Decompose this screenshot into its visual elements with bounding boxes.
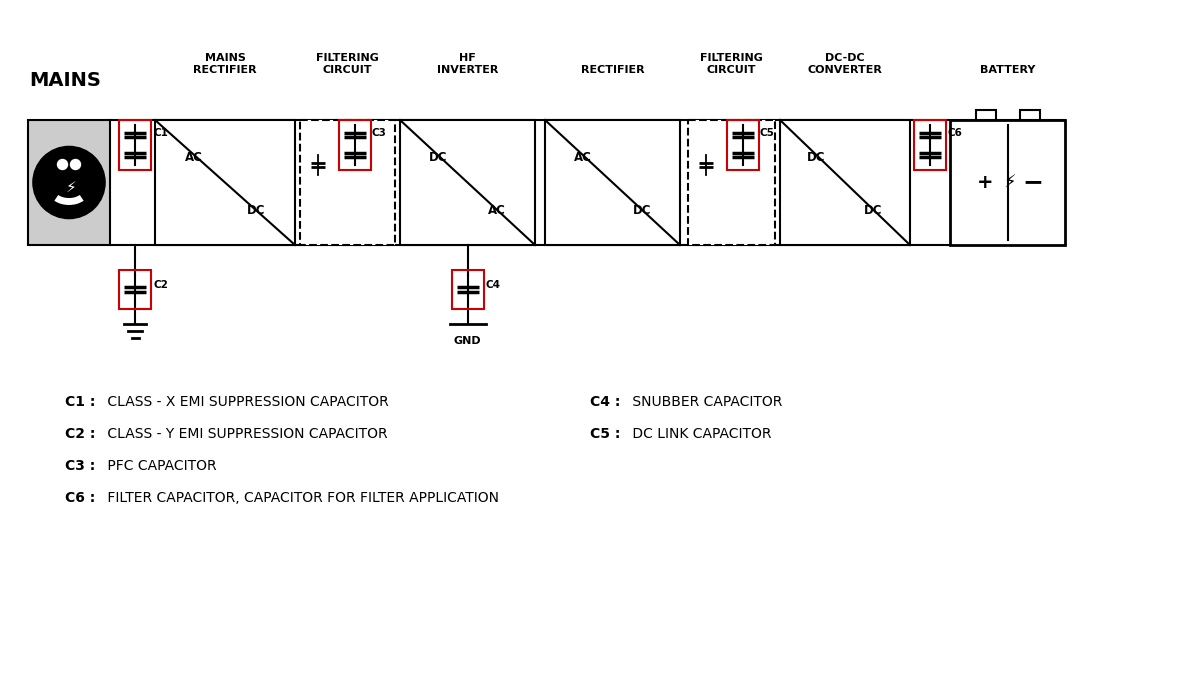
Text: C3: C3 [371, 128, 386, 138]
Text: FILTERING
CIRCUIT: FILTERING CIRCUIT [316, 53, 379, 75]
Text: C1: C1 [154, 128, 168, 138]
Text: DC: DC [864, 203, 883, 217]
Text: C2: C2 [154, 280, 168, 290]
Text: C5 :: C5 : [590, 427, 620, 441]
Bar [727, 120, 760, 170]
Text: BATTERY: BATTERY [980, 65, 1036, 75]
Text: C5: C5 [760, 128, 774, 138]
Bar [340, 120, 371, 170]
Text: ⚡: ⚡ [66, 180, 77, 195]
Bar [119, 270, 151, 309]
Text: RECTIFIER: RECTIFIER [581, 65, 644, 75]
Text: HF
INVERTER: HF INVERTER [437, 53, 498, 75]
Text: DC LINK CAPACITOR: DC LINK CAPACITOR [628, 427, 772, 441]
Text: C2 :: C2 : [65, 427, 95, 441]
Bar [976, 110, 996, 120]
Text: AC: AC [488, 203, 506, 217]
Text: AC: AC [574, 151, 592, 164]
Bar [119, 120, 151, 170]
Text: CLASS - X EMI SUPPRESSION CAPACITOR: CLASS - X EMI SUPPRESSION CAPACITOR [103, 395, 389, 409]
Text: DC: DC [632, 203, 652, 217]
Bar [451, 270, 484, 309]
Text: GND: GND [454, 336, 481, 346]
Text: +: + [977, 173, 994, 192]
Bar [1020, 110, 1039, 120]
Bar [914, 120, 946, 170]
Bar [950, 120, 1066, 245]
Text: CLASS - Y EMI SUPPRESSION CAPACITOR: CLASS - Y EMI SUPPRESSION CAPACITOR [103, 427, 388, 441]
Text: FILTER CAPACITOR, CAPACITOR FOR FILTER APPLICATION: FILTER CAPACITOR, CAPACITOR FOR FILTER A… [103, 491, 499, 505]
Circle shape [71, 159, 80, 169]
Text: C4 :: C4 : [590, 395, 620, 409]
Text: DC: DC [246, 203, 265, 217]
Text: C6 :: C6 : [65, 491, 95, 505]
Text: −: − [1022, 171, 1043, 194]
Circle shape [32, 146, 106, 219]
Bar [780, 120, 910, 245]
Text: ⚡: ⚡ [1003, 173, 1016, 192]
Text: DC: DC [808, 151, 826, 164]
Text: C3 :: C3 : [65, 459, 95, 473]
Text: DC-DC
CONVERTER: DC-DC CONVERTER [808, 53, 882, 75]
Bar [400, 120, 535, 245]
Text: C4: C4 [486, 280, 500, 290]
Bar [28, 120, 110, 245]
Bar [300, 120, 395, 245]
Text: SNUBBER CAPACITOR: SNUBBER CAPACITOR [628, 395, 782, 409]
Text: C1 :: C1 : [65, 395, 95, 409]
Text: MAINS
RECTIFIER: MAINS RECTIFIER [193, 53, 257, 75]
Text: PFC CAPACITOR: PFC CAPACITOR [103, 459, 217, 473]
Text: DC: DC [428, 151, 448, 164]
Circle shape [58, 159, 67, 169]
Bar [545, 120, 680, 245]
Text: AC: AC [185, 151, 203, 164]
Bar [155, 120, 295, 245]
Text: FILTERING
CIRCUIT: FILTERING CIRCUIT [700, 53, 763, 75]
Text: C6: C6 [948, 128, 962, 138]
Bar [688, 120, 775, 245]
Text: MAINS: MAINS [29, 71, 101, 90]
